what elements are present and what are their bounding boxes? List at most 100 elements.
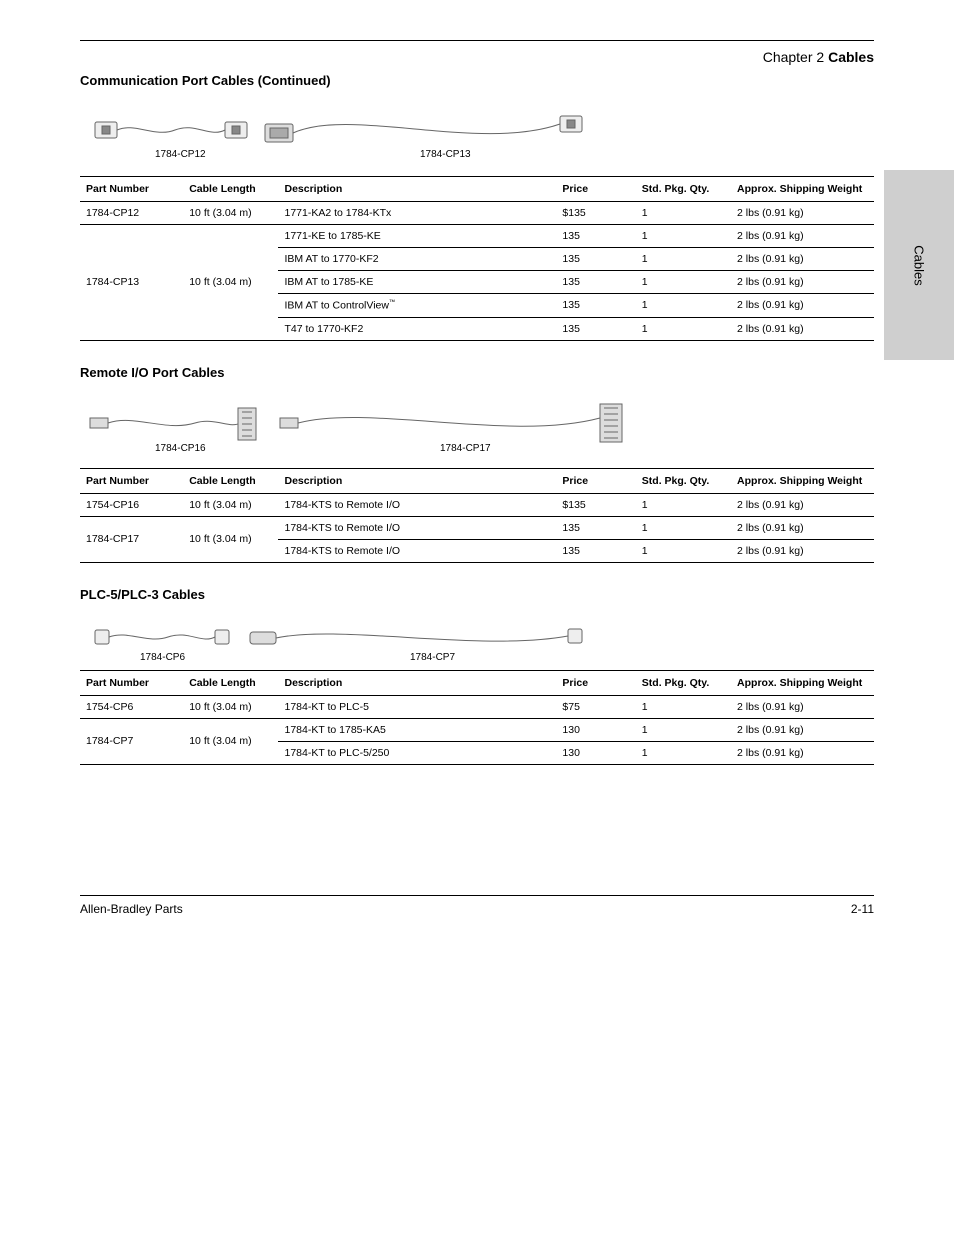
cell-pkg-qty: 1 (636, 271, 731, 294)
cell-description: 1784-KTS to Remote I/O (278, 516, 556, 539)
cell-cable-length: 10 ft (3.04 m) (183, 695, 278, 718)
fig-label-cp7: 1784-CP7 (410, 652, 455, 663)
column-header: Description (278, 468, 556, 493)
cell-price: 135 (556, 248, 635, 271)
section-title-remote: Remote I/O Port Cables (80, 365, 874, 380)
cell-part-number: 1754-CP16 (80, 493, 183, 516)
cell-pkg-qty: 1 (636, 248, 731, 271)
cell-price: 130 (556, 741, 635, 764)
column-header: Approx. Shipping Weight (731, 468, 874, 493)
column-header: Cable Length (183, 177, 278, 202)
table-comm: Part NumberCable LengthDescriptionPriceS… (80, 176, 874, 341)
column-header: Price (556, 468, 635, 493)
chapter-title: Cables (828, 49, 874, 65)
cell-price: 135 (556, 225, 635, 248)
cell-pkg-qty: 1 (636, 718, 731, 741)
fig-label-cp13: 1784-CP13 (420, 149, 471, 160)
cell-description: 1784-KT to PLC-5/250 (278, 741, 556, 764)
cell-pkg-qty: 1 (636, 317, 731, 340)
cell-cable-length: 10 ft (3.04 m) (183, 516, 278, 562)
cell-price: 135 (556, 539, 635, 562)
cell-price: 135 (556, 516, 635, 539)
column-header: Cable Length (183, 468, 278, 493)
table-row: 1754-CP610 ft (3.04 m)1784-KT to PLC-5$7… (80, 695, 874, 718)
cell-description: 1784-KTS to Remote I/O (278, 539, 556, 562)
diagram-plc: 1784-CP6 1784-CP7 (80, 606, 874, 666)
side-tab-label: Cables (912, 245, 927, 285)
diagram-comm: 1784-CP12 1784-CP13 (80, 92, 874, 172)
cell-ship-weight: 2 lbs (0.91 kg) (731, 225, 874, 248)
page-footer: Allen-Bradley Parts 2-11 (80, 902, 874, 916)
fig-label-cp12: 1784-CP12 (155, 149, 206, 160)
table-plc: Part NumberCable LengthDescriptionPriceS… (80, 670, 874, 765)
fig-label-cp16: 1784-CP16 (155, 443, 206, 454)
cell-ship-weight: 2 lbs (0.91 kg) (731, 695, 874, 718)
cell-pkg-qty: 1 (636, 695, 731, 718)
cell-pkg-qty: 1 (636, 225, 731, 248)
cell-price: 130 (556, 718, 635, 741)
chapter-label: Chapter 2 Cables (80, 49, 874, 65)
section-title-plc: PLC-5/PLC-3 Cables (80, 587, 874, 602)
column-header: Approx. Shipping Weight (731, 670, 874, 695)
cell-description: 1784-KT to 1785-KA5 (278, 718, 556, 741)
column-header: Part Number (80, 177, 183, 202)
cell-pkg-qty: 1 (636, 202, 731, 225)
column-header: Std. Pkg. Qty. (636, 468, 731, 493)
column-header: Std. Pkg. Qty. (636, 177, 731, 202)
cell-price: $135 (556, 202, 635, 225)
cell-price: 135 (556, 294, 635, 318)
side-tab: Cables (884, 170, 954, 360)
cell-pkg-qty: 1 (636, 516, 731, 539)
cell-ship-weight: 2 lbs (0.91 kg) (731, 248, 874, 271)
cell-description: 1771-KA2 to 1784-KTx (278, 202, 556, 225)
cell-ship-weight: 2 lbs (0.91 kg) (731, 493, 874, 516)
cell-part-number: 1784-CP17 (80, 516, 183, 562)
cell-description: IBM AT to 1770-KF2 (278, 248, 556, 271)
cell-cable-length: 10 ft (3.04 m) (183, 225, 278, 341)
column-header: Part Number (80, 468, 183, 493)
cell-ship-weight: 2 lbs (0.91 kg) (731, 516, 874, 539)
cell-part-number: 1784-CP13 (80, 225, 183, 341)
cell-part-number: 1784-CP12 (80, 202, 183, 225)
table-row: 1784-CP1710 ft (3.04 m)1784-KTS to Remot… (80, 516, 874, 539)
cell-description: 1771-KE to 1785-KE (278, 225, 556, 248)
cable-illustration-comm: 1784-CP12 1784-CP13 (80, 102, 680, 162)
cell-pkg-qty: 1 (636, 539, 731, 562)
column-header: Description (278, 177, 556, 202)
cell-description: T47 to 1770-KF2 (278, 317, 556, 340)
fig-label-cp17: 1784-CP17 (440, 443, 491, 454)
cell-ship-weight: 2 lbs (0.91 kg) (731, 271, 874, 294)
table-row: 1754-CP1610 ft (3.04 m)1784-KTS to Remot… (80, 493, 874, 516)
column-header: Approx. Shipping Weight (731, 177, 874, 202)
cell-cable-length: 10 ft (3.04 m) (183, 202, 278, 225)
table-row: 1784-CP710 ft (3.04 m)1784-KT to 1785-KA… (80, 718, 874, 741)
cable-illustration-plc: 1784-CP6 1784-CP7 (80, 616, 680, 666)
cell-part-number: 1784-CP7 (80, 718, 183, 764)
footer-right: 2-11 (851, 902, 874, 916)
cell-ship-weight: 2 lbs (0.91 kg) (731, 294, 874, 318)
cell-description: IBM AT to 1785-KE (278, 271, 556, 294)
cell-price: $75 (556, 695, 635, 718)
cell-pkg-qty: 1 (636, 741, 731, 764)
bottom-rule (80, 895, 874, 896)
table-row: 1784-CP1210 ft (3.04 m)1771-KA2 to 1784-… (80, 202, 874, 225)
cell-price: 135 (556, 317, 635, 340)
section-title-comm: Communication Port Cables (Continued) (80, 73, 874, 88)
cell-price: $135 (556, 493, 635, 516)
cell-part-number: 1754-CP6 (80, 695, 183, 718)
cell-ship-weight: 2 lbs (0.91 kg) (731, 741, 874, 764)
cell-ship-weight: 2 lbs (0.91 kg) (731, 202, 874, 225)
fig-label-cp6: 1784-CP6 (140, 652, 185, 663)
top-rule (80, 40, 874, 41)
table-row: 1784-CP1310 ft (3.04 m)1771-KE to 1785-K… (80, 225, 874, 248)
cell-ship-weight: 2 lbs (0.91 kg) (731, 539, 874, 562)
cell-description: 1784-KTS to Remote I/O (278, 493, 556, 516)
diagram-remote: 1784-CP16 1784-CP17 (80, 384, 874, 464)
table-remote: Part NumberCable LengthDescriptionPriceS… (80, 468, 874, 563)
column-header: Price (556, 177, 635, 202)
cell-pkg-qty: 1 (636, 493, 731, 516)
cell-ship-weight: 2 lbs (0.91 kg) (731, 317, 874, 340)
cell-cable-length: 10 ft (3.04 m) (183, 718, 278, 764)
cell-cable-length: 10 ft (3.04 m) (183, 493, 278, 516)
cell-description: IBM AT to ControlView™ (278, 294, 556, 318)
